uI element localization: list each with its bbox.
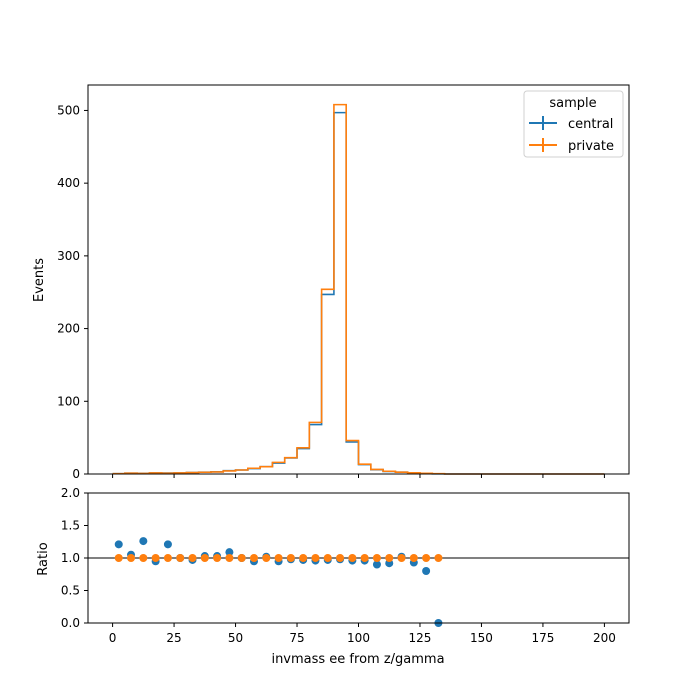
legend: sample central private: [523, 90, 624, 158]
ratio-point-private: [249, 554, 258, 562]
ratio-point-private: [200, 554, 209, 562]
bottom-y-tick-label: 1.5: [61, 519, 80, 533]
ratio-point-private: [397, 554, 406, 562]
top-x-ticks: [112, 474, 605, 478]
ratio-point-private: [127, 554, 136, 562]
histogram-step-central: [112, 111, 605, 475]
bottom-y-tick-label: 2.0: [61, 486, 80, 500]
bottom-x-tick-label: 100: [347, 631, 370, 645]
ratio-point-private: [274, 554, 283, 562]
bottom-y-ticks: 0.0 0.5 1.0 1.5 2.0: [61, 486, 88, 630]
ratio-point-private: [188, 554, 197, 562]
top-y-tick-label: 300: [57, 249, 80, 263]
ratio-point-central: [163, 540, 172, 549]
ratio-point-private: [336, 554, 345, 562]
bottom-x-tick-label: 50: [228, 631, 243, 645]
legend-label-central: central: [568, 117, 613, 132]
bottom-x-tick-label: 75: [289, 631, 304, 645]
ratio-point-private: [299, 554, 308, 562]
ratio-point-private: [225, 554, 234, 562]
bottom-x-tick-label: 25: [166, 631, 181, 645]
legend-label-private: private: [568, 139, 614, 154]
ratio-point-private: [348, 554, 357, 562]
bottom-y-tick-label: 0.0: [61, 616, 80, 630]
ratio-point-private: [237, 554, 246, 562]
ratio-point-central: [372, 560, 381, 569]
bottom-x-tick-label: 175: [531, 631, 554, 645]
top-y-axis-label: Events: [32, 258, 47, 302]
ratio-points: [114, 537, 443, 627]
top-y-tick-label: 0: [72, 467, 80, 481]
ratio-point-private: [409, 554, 418, 562]
ratio-point-private: [323, 554, 332, 562]
bottom-y-axis-label: Ratio: [36, 542, 51, 575]
top-y-tick-label: 200: [57, 322, 80, 336]
ratio-point-private: [311, 554, 320, 562]
bottom-panel: 0.0 0.5 1.0 1.5 2.0 0 25 50 75 100 125 150 175 200 R…: [36, 486, 630, 667]
ratio-point-private: [213, 554, 222, 562]
ratio-point-private: [139, 554, 148, 562]
legend-box: [523, 90, 624, 158]
ratio-point-private: [434, 554, 443, 562]
legend-entry-private: private: [529, 138, 614, 154]
ratio-point-central: [422, 567, 431, 575]
top-panel: 0 100 200 300 400 500 Events sample central p…: [32, 84, 630, 481]
ratio-point-private: [176, 554, 185, 562]
bottom-y-tick-label: 1.0: [61, 551, 80, 565]
legend-entry-central: central: [529, 116, 613, 132]
ratio-point-private: [163, 554, 172, 562]
x-axis-label: invmass ee from z/gamma: [271, 652, 444, 667]
ratio-point-central: [139, 537, 148, 546]
ratio-point-private: [151, 554, 160, 562]
bottom-x-tick-label: 200: [593, 631, 616, 645]
top-y-tick-label: 400: [57, 176, 80, 190]
bottom-x-ticks: 0 25 50 75 100 125 150 175 200: [109, 623, 616, 645]
ratio-point-central: [114, 540, 123, 549]
ratio-point-private: [422, 554, 431, 562]
legend-title: sample: [549, 96, 596, 111]
top-y-ticks: 0 100 200 300 400 500: [57, 103, 88, 481]
ratio-point-central: [225, 548, 234, 557]
top-histogram-steps: [112, 103, 605, 475]
top-y-tick-label: 100: [57, 394, 80, 408]
bottom-y-tick-label: 0.5: [61, 584, 80, 598]
bottom-x-tick-label: 125: [409, 631, 432, 645]
top-y-tick-label: 500: [57, 103, 80, 117]
top-axes-frame: [87, 84, 630, 475]
ratio-point-private: [372, 554, 381, 562]
ratio-point-private: [385, 554, 394, 562]
bottom-x-tick-label: 150: [470, 631, 493, 645]
ratio-point-private: [286, 554, 295, 562]
histogram-step-private: [112, 103, 605, 475]
ratio-point-private: [262, 554, 271, 562]
ratio-point-private: [114, 554, 123, 562]
bottom-axes-frame: [87, 492, 630, 624]
ratio-point-private: [360, 554, 369, 562]
bottom-x-tick-label: 0: [109, 631, 117, 645]
